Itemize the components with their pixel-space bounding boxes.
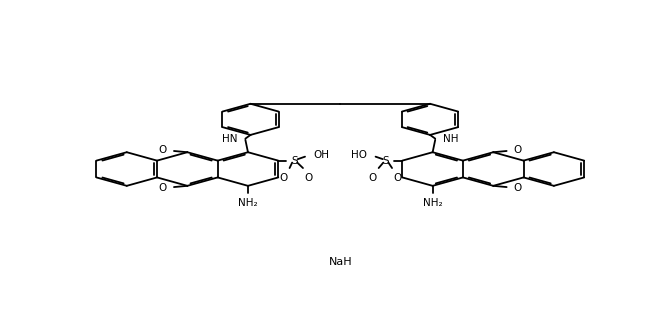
Text: HO: HO xyxy=(351,150,367,160)
Text: O: O xyxy=(369,173,376,184)
Text: O: O xyxy=(393,173,401,184)
Text: O: O xyxy=(159,183,167,193)
Text: NaH: NaH xyxy=(329,257,352,267)
Text: O: O xyxy=(280,173,288,184)
Text: S: S xyxy=(382,156,389,166)
Text: O: O xyxy=(514,183,522,193)
Text: S: S xyxy=(291,156,298,166)
Text: HN: HN xyxy=(222,134,238,143)
Text: OH: OH xyxy=(313,150,329,160)
Text: O: O xyxy=(514,145,522,155)
Text: NH₂: NH₂ xyxy=(238,198,258,208)
Text: O: O xyxy=(159,145,167,155)
Text: NH₂: NH₂ xyxy=(423,198,442,208)
Text: NH: NH xyxy=(443,134,458,143)
Text: O: O xyxy=(304,173,312,184)
